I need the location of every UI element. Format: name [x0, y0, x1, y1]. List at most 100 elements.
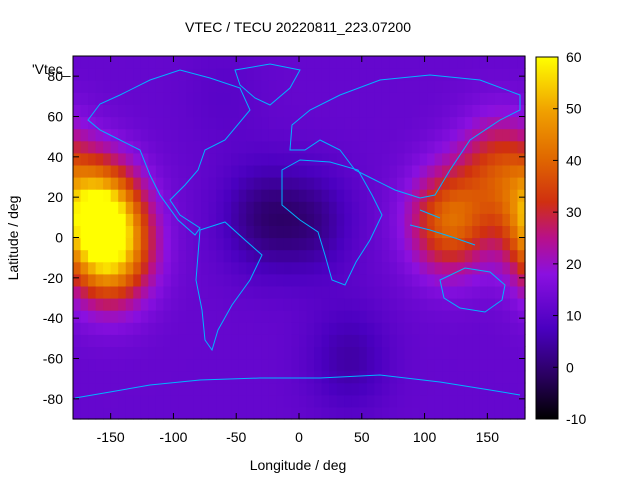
heatmap-cell — [502, 128, 511, 142]
heatmap-cell — [449, 68, 458, 81]
heatmap-cell — [449, 237, 458, 251]
heatmap-cell — [73, 358, 82, 372]
heatmap-cell — [449, 189, 458, 202]
heatmap-cell — [299, 237, 308, 251]
heatmap-cell — [291, 189, 300, 202]
heatmap-cell — [427, 346, 436, 360]
heatmap-cell — [253, 370, 262, 384]
heatmap-cell — [253, 189, 262, 202]
heatmap-cell — [155, 177, 164, 190]
heatmap-cell — [502, 406, 511, 420]
heatmap-cell — [125, 140, 134, 154]
colorbar-gradient — [535, 56, 559, 420]
heatmap-cell — [103, 213, 112, 226]
heatmap-cell — [88, 346, 97, 360]
heatmap-cell — [208, 104, 217, 118]
heatmap-cell — [336, 298, 345, 311]
heatmap-cell — [442, 273, 451, 287]
heatmap-cell — [412, 237, 421, 251]
heatmap-cell — [427, 68, 436, 81]
heatmap-cell — [472, 261, 481, 275]
heatmap-cell — [351, 406, 360, 420]
heatmap-cell — [479, 189, 488, 202]
heatmap-cell — [321, 201, 330, 214]
heatmap-cell — [201, 249, 210, 263]
heatmap-cell — [133, 189, 142, 202]
heatmap-cell — [148, 394, 157, 408]
heatmap-cell — [359, 261, 368, 275]
heatmap-cell — [283, 358, 293, 372]
heatmap-cell — [336, 406, 345, 420]
heatmap-cell — [457, 56, 466, 69]
heatmap-cell — [261, 394, 270, 408]
heatmap-cell — [95, 68, 104, 81]
heatmap-cell — [366, 128, 375, 142]
heatmap-cell — [502, 80, 511, 93]
heatmap-cell — [238, 406, 247, 420]
heatmap-cell — [253, 201, 262, 214]
heatmap-cell — [359, 128, 368, 142]
heatmap-cell — [404, 213, 413, 226]
y-axis-label: Latitude / deg — [5, 196, 21, 281]
heatmap-cell — [73, 68, 82, 81]
heatmap-cell — [208, 225, 217, 239]
heatmap-cell — [276, 152, 285, 166]
heatmap-cell — [133, 92, 142, 105]
heatmap-cell — [502, 189, 511, 202]
heatmap-cell — [216, 358, 225, 372]
heatmap-cell — [494, 261, 503, 275]
heatmap-cell — [314, 177, 323, 190]
heatmap-cell — [479, 140, 488, 154]
heatmap-cell — [509, 237, 519, 251]
heatmap-cell — [148, 140, 157, 154]
heatmap-cell — [103, 249, 112, 263]
heatmap-cell — [351, 285, 360, 299]
heatmap-cell — [95, 104, 104, 118]
heatmap-cell — [140, 370, 149, 384]
heatmap-cell — [306, 285, 315, 299]
heatmap-cell — [359, 370, 368, 384]
heatmap-cell — [457, 189, 466, 202]
heatmap-cell — [88, 201, 97, 214]
heatmap-cell — [434, 322, 443, 335]
heatmap-cell — [186, 322, 195, 335]
heatmap-cell — [201, 92, 210, 105]
heatmap-cell — [253, 213, 262, 226]
heatmap-cell — [449, 213, 458, 226]
heatmap-cell — [186, 213, 195, 226]
heatmap-cell — [457, 298, 466, 311]
heatmap-cell — [178, 370, 187, 384]
heatmap-cell — [517, 92, 526, 105]
heatmap-cell — [231, 104, 240, 118]
heatmap-cell — [306, 346, 315, 360]
colorbar-tick-label: 40 — [566, 152, 582, 168]
heatmap-cell — [201, 116, 210, 130]
y-tick-label: -80 — [43, 391, 63, 407]
heatmap-cell — [276, 225, 285, 239]
heatmap-cell — [329, 285, 338, 299]
heatmap-cell — [216, 334, 225, 347]
heatmap-cell — [494, 406, 503, 420]
heatmap-cell — [434, 298, 443, 311]
heatmap-cell — [291, 334, 300, 347]
heatmap-cell — [336, 116, 345, 130]
heatmap-cell — [283, 334, 293, 347]
heatmap-cell — [381, 213, 390, 226]
heatmap-cell — [321, 68, 330, 81]
heatmap-cell — [419, 394, 428, 408]
heatmap-cell — [321, 358, 330, 372]
heatmap-cell — [419, 213, 428, 226]
heatmap-cell — [389, 261, 398, 275]
heatmap-cell — [140, 346, 149, 360]
heatmap-cell — [110, 68, 119, 81]
heatmap-cell — [88, 92, 97, 105]
heatmap-cell — [344, 358, 353, 372]
heatmap-cell — [246, 140, 255, 154]
heatmap-cell — [283, 285, 293, 299]
heatmap-cell — [457, 140, 466, 154]
heatmap-cell — [442, 249, 451, 263]
heatmap-cell — [472, 56, 481, 69]
heatmap-cell — [389, 225, 398, 239]
heatmap-cell — [261, 285, 270, 299]
heatmap-cell — [155, 140, 164, 154]
